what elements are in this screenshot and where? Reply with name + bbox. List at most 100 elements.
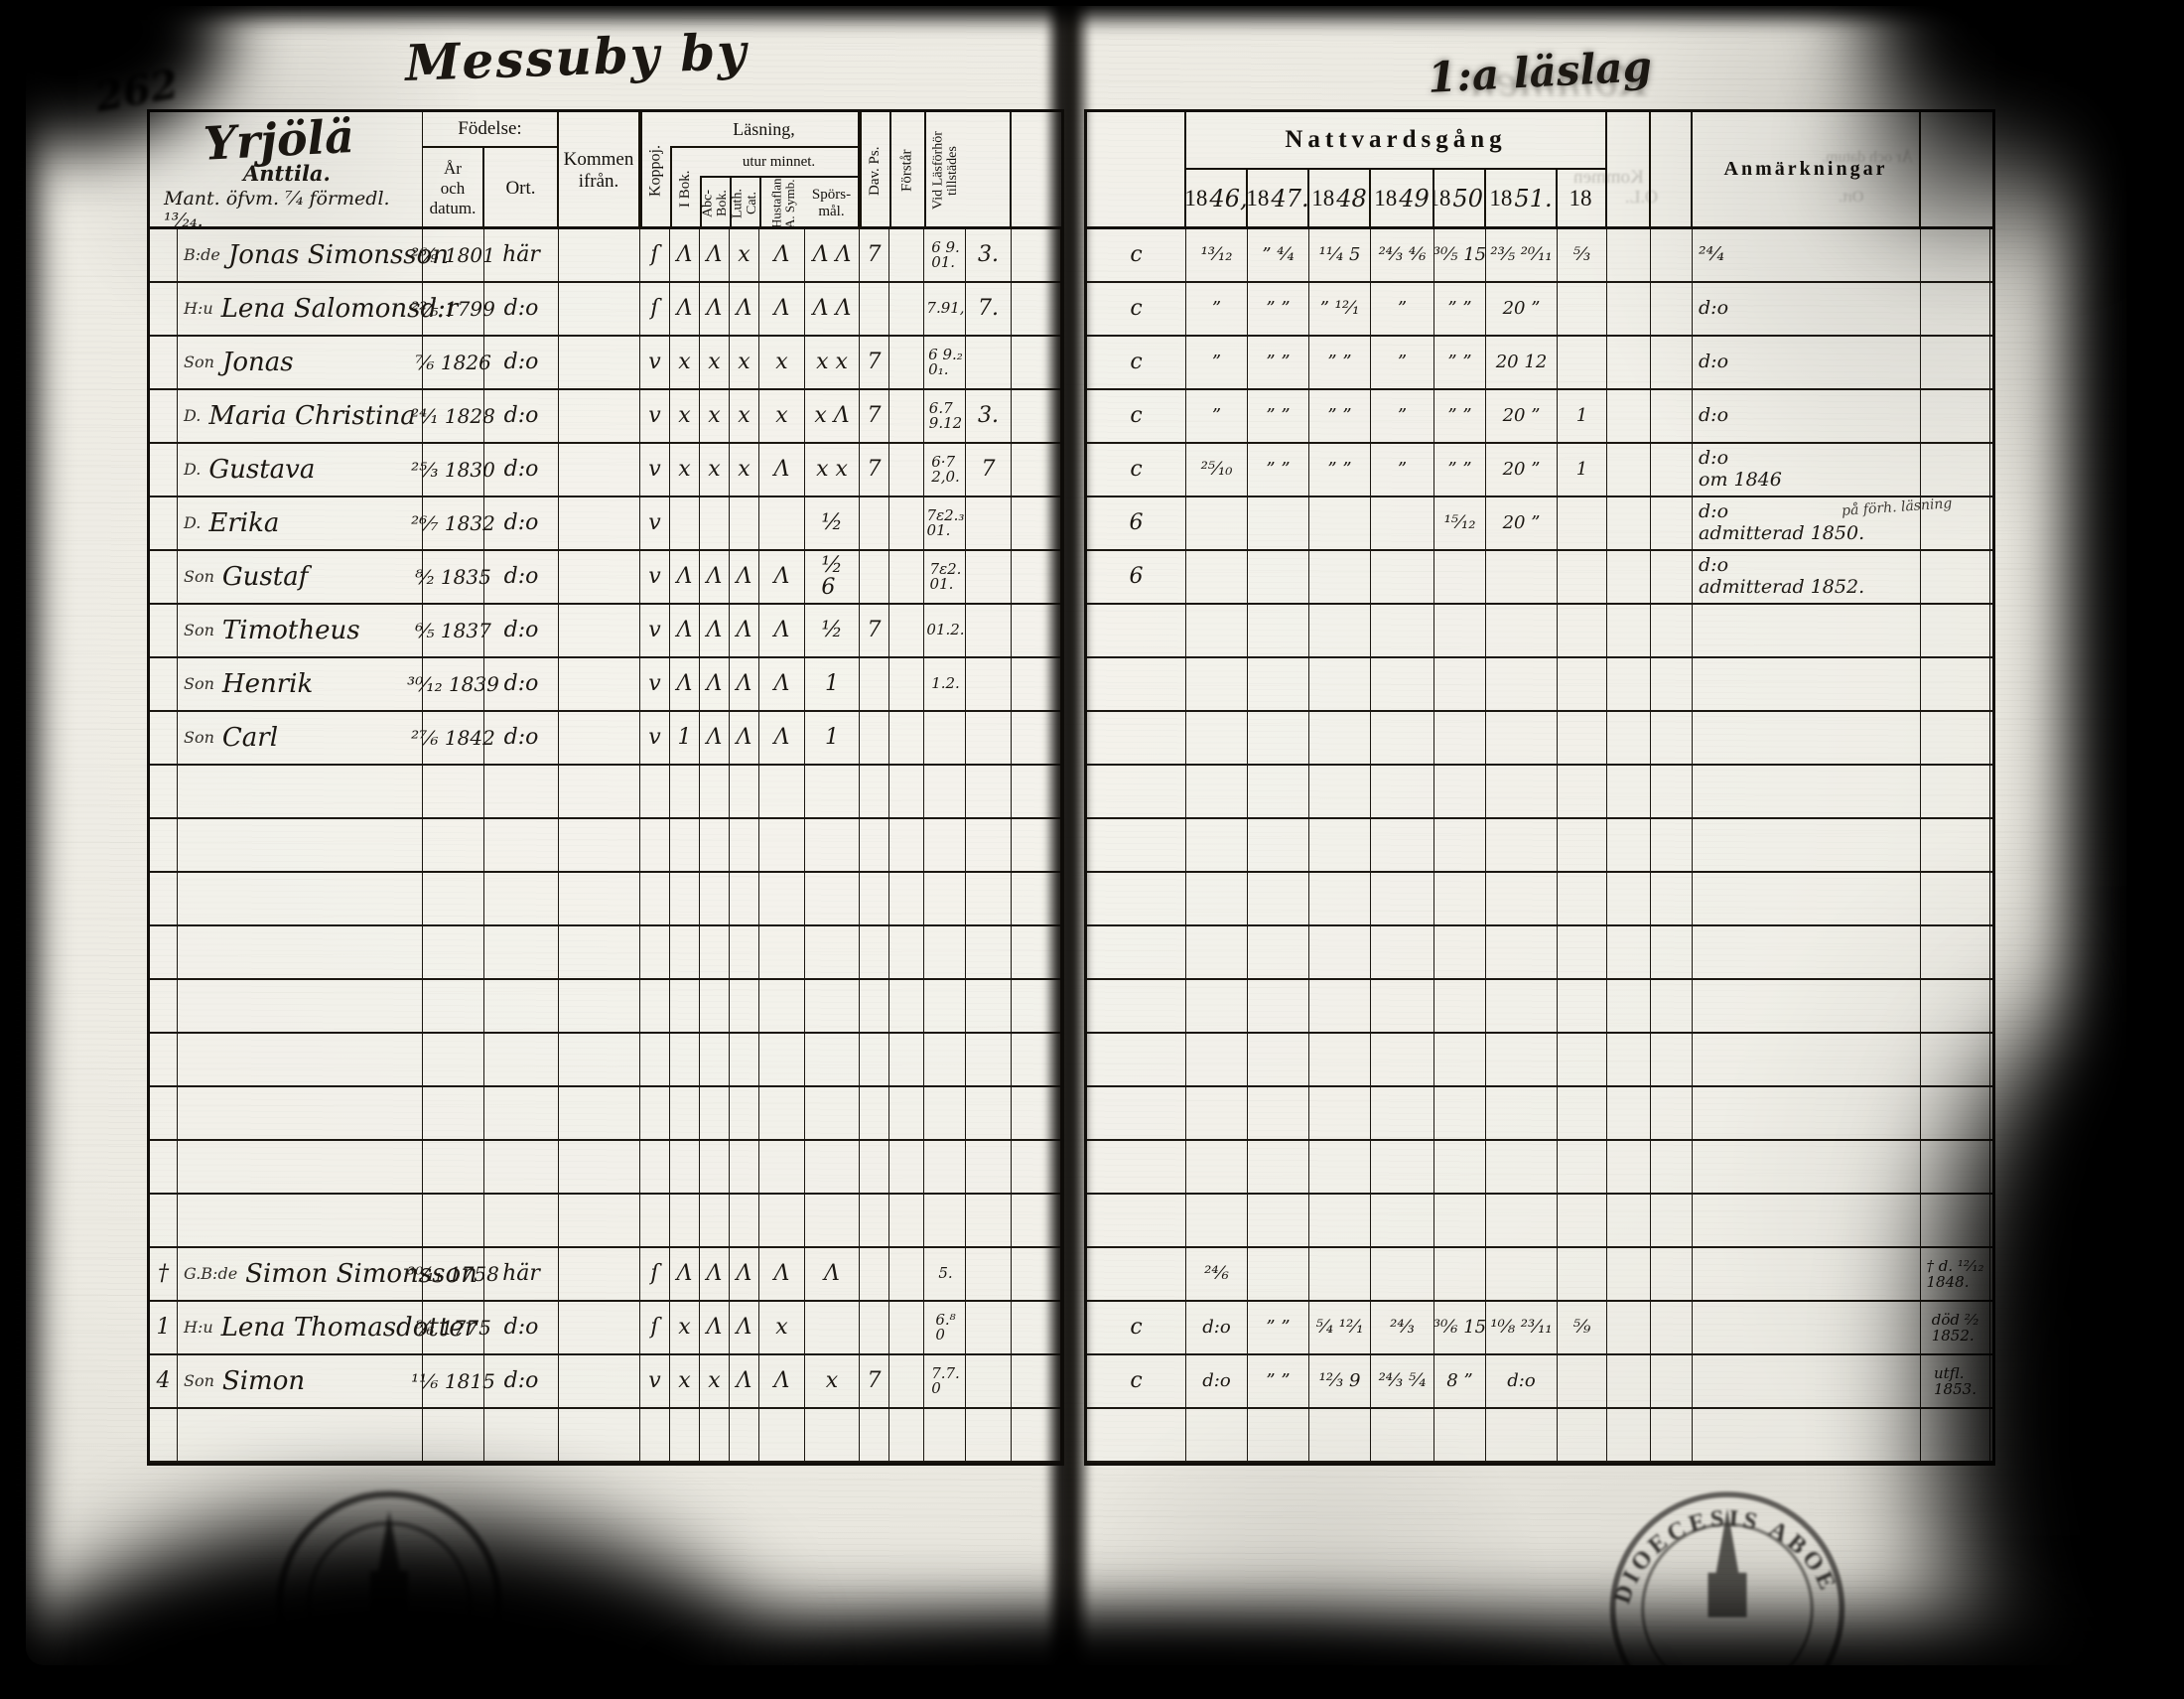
- communion-date-1851: [1486, 1195, 1558, 1246]
- ledger-row: Son Carl ²⁷⁄₆ 1842 d:o v 1 Λ Λ Λ 1: [150, 712, 1061, 766]
- communion-date-1847: [1248, 1141, 1309, 1193]
- communion-date-1848: ” ”: [1309, 390, 1371, 442]
- lead-mark: [1087, 1409, 1186, 1461]
- reading-mark-ibok: x: [670, 444, 700, 496]
- vidlasforhor-note: 01.2.: [924, 605, 966, 656]
- communion-date-1847: [1248, 980, 1309, 1032]
- person-name-cell: G.B:de Simon Simonsson: [178, 1248, 478, 1300]
- narrow-col-2: [1651, 926, 1693, 978]
- year-header: 18 46,: [1186, 170, 1248, 226]
- person-name-cell: B:de Jonas Simonsson: [178, 229, 449, 281]
- death-note: utfl. 1853.: [1921, 1355, 1990, 1407]
- margin-mark: [150, 1195, 178, 1246]
- communion-date-1846: d:o: [1186, 1355, 1248, 1407]
- remark-cell: [1693, 1141, 1921, 1193]
- reading-mark-symb: [759, 1141, 805, 1193]
- communion-date-1851: 20 ”: [1486, 497, 1558, 549]
- communion-date-1851: ¹⁰⁄₈ ²³⁄₁₁: [1486, 1302, 1558, 1353]
- birth-date: ⁸⁄₆ 1775: [415, 1302, 491, 1353]
- narrow-col-2: [1651, 980, 1693, 1032]
- remark-cell: d:o om 1846: [1693, 444, 1921, 496]
- reading-mark-cat: x: [730, 229, 759, 281]
- vidlasforhor-note: 7ε2.₃ 01.: [924, 497, 966, 549]
- communion-date-1850: 8 ”: [1434, 1355, 1486, 1407]
- reading-mark-symb: Λ: [759, 283, 805, 335]
- vaccination-mark: [640, 1409, 670, 1461]
- header-ar-datum: År och datum.: [423, 148, 484, 229]
- reading-mark-abc: Λ: [700, 283, 730, 335]
- communion-date-1848: [1309, 712, 1371, 764]
- communion-date-blank: [1558, 1195, 1607, 1246]
- psalm-mark: 7: [860, 1355, 889, 1407]
- vaccination-mark: [640, 1087, 670, 1139]
- communion-date-blank: ⁵⁄₉: [1558, 1302, 1607, 1353]
- forstar-mark: [889, 926, 924, 978]
- person-prefix: Son: [184, 674, 214, 693]
- lead-mark: [1087, 819, 1186, 871]
- forstar-mark: [889, 605, 924, 656]
- communion-date-1846: [1186, 497, 1248, 549]
- communion-row: c ¹³⁄₁₂” ⁴⁄₄ ¹¹⁄₄ 5 ²⁴⁄₃ ⁴⁄₆ ³⁰⁄₅ 15 ²³⁄₅ ²⁰⁄…: [1087, 229, 1992, 283]
- communion-date-1848: ” ”: [1309, 337, 1371, 388]
- header-hustaflan-symb: Hustaflan A. Symb.: [759, 178, 805, 229]
- header-anmarkningar: Anmärkningar: [1693, 112, 1921, 226]
- reading-mark-cat: [730, 1141, 759, 1193]
- communion-date-1847: [1248, 766, 1309, 817]
- narrow-col-2: [1651, 1195, 1693, 1246]
- person-name-cell: H:u Lena Salomonsd:r: [178, 283, 458, 335]
- birth-place: d:o: [484, 605, 559, 656]
- person-name-cell: D. Gustava: [178, 444, 423, 496]
- communion-date-1851: [1486, 658, 1558, 710]
- communion-date-1850: ” ”: [1434, 283, 1486, 335]
- communion-date-1846: ²⁵⁄₁₀: [1186, 444, 1248, 496]
- reading-mark-cat: [730, 980, 759, 1032]
- header-kommen-ifran: Kommen ifrån.: [559, 112, 640, 229]
- communion-date-1847: [1248, 873, 1309, 924]
- communion-date-1847: [1248, 551, 1309, 603]
- narrow-col-2: [1651, 873, 1693, 924]
- reading-mark-cat: Λ: [730, 1302, 759, 1353]
- person-name-cell: D. Maria Christina: [178, 390, 423, 442]
- communion-row: c d:o” ” ⁵⁄₄ ¹²⁄₁ ²⁴⁄₃ ³⁰⁄₆ 15 ¹⁰⁄₈ ²³⁄₁₁ ⁵⁄₉ d…: [1087, 1302, 1992, 1355]
- farm-name: Yrjölä: [202, 108, 356, 171]
- person-name: Lena Thomasdotter: [220, 1313, 478, 1343]
- communion-date-1850: [1434, 873, 1486, 924]
- communion-date-1846: ¹³⁄₁₂: [1186, 229, 1248, 281]
- communion-date-blank: [1558, 1034, 1607, 1085]
- communion-date-1848: [1309, 819, 1371, 871]
- reading-mark-abc: x: [700, 444, 730, 496]
- kommen-value: [559, 1409, 640, 1461]
- remark-cell: [1693, 1248, 1921, 1300]
- remark-cell: [1693, 926, 1921, 978]
- narrow-col-2: [1651, 819, 1693, 871]
- person-name-cell: [178, 766, 423, 817]
- person-name-cell: Son Henrik: [178, 658, 423, 710]
- communion-date-blank: [1558, 819, 1607, 871]
- lead-mark: [1087, 658, 1186, 710]
- communion-date-1849: [1371, 819, 1434, 871]
- communion-date-blank: [1558, 551, 1607, 603]
- year-header: 18 48: [1309, 170, 1371, 226]
- year-printed: 18: [1489, 185, 1513, 211]
- birth-place: d:o: [484, 337, 559, 388]
- communion-date-1847: [1248, 1087, 1309, 1139]
- header-narrow-2: [1651, 112, 1693, 226]
- narrow-col-1: [1607, 926, 1651, 978]
- reading-mark-cat: Λ: [730, 551, 759, 603]
- narrow-col-1: [1607, 337, 1651, 388]
- vidlasforhor-note: 7.7. 0: [924, 1355, 966, 1407]
- narrow-col-1: [1607, 1034, 1651, 1085]
- reading-mark-cat: [730, 926, 759, 978]
- communion-date-1846: [1186, 1409, 1248, 1461]
- vaccination-mark: v: [640, 712, 670, 764]
- birth-date: ²⁴⁄₁ 1828: [411, 390, 495, 442]
- vaccination-mark: ſ: [640, 283, 670, 335]
- birth-place: [484, 1141, 559, 1193]
- communion-date-1848: [1309, 1195, 1371, 1246]
- death-note: [1921, 926, 1990, 978]
- remark-cell: [1693, 605, 1921, 656]
- birth-date: ²⁶⁄₇ 1832: [411, 497, 495, 549]
- birth-place: [484, 819, 559, 871]
- communion-date-1847: ” ”: [1248, 283, 1309, 335]
- margin-mark: [150, 658, 178, 710]
